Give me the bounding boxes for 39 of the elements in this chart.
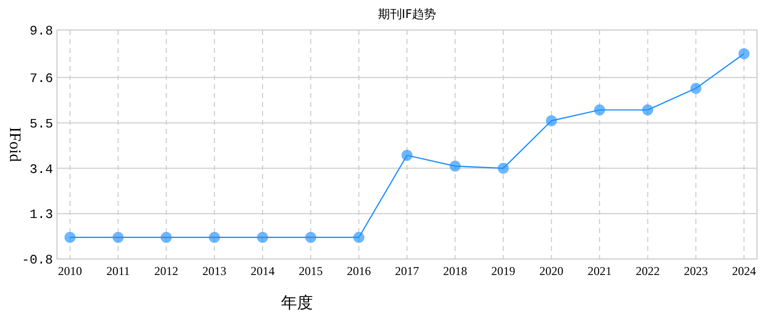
point — [738, 48, 750, 60]
point — [64, 232, 76, 243]
x-tick-label: 2023 — [684, 264, 708, 278]
x-tick-label: 2018 — [443, 264, 468, 278]
point — [112, 232, 124, 243]
x-tick-label: 2013 — [202, 264, 226, 278]
point — [642, 104, 654, 116]
point — [353, 232, 364, 243]
point — [402, 150, 412, 161]
x-tick-label: 2015 — [298, 264, 323, 278]
point — [498, 162, 509, 174]
y-axis-title: IFoid — [6, 127, 23, 162]
point — [546, 115, 557, 126]
y-tick-label: -0.8 — [22, 252, 53, 268]
x-tick-label: 2012 — [154, 264, 178, 278]
y-tick-label: 1.3 — [30, 207, 53, 222]
x-tick-label: 2017 — [395, 264, 419, 278]
point — [450, 160, 461, 172]
point — [160, 232, 172, 243]
chart-title: 期刊IF趋势 — [378, 7, 436, 21]
y-tick-label: 7.6 — [30, 71, 53, 86]
x-tick-label: 2010 — [58, 264, 82, 278]
x-tick-label: 2021 — [588, 264, 612, 278]
point — [690, 82, 702, 94]
x-tick-label: 2022 — [636, 264, 660, 278]
x-tick-label: 2019 — [491, 264, 516, 278]
x-tick-label: 2016 — [346, 264, 371, 278]
point — [208, 232, 220, 243]
x-tick-label: 2014 — [250, 264, 275, 278]
x-tick-label: 2011 — [106, 264, 130, 278]
y-tick-label: 5.5 — [30, 116, 53, 132]
y-tick-label: 9.8 — [30, 24, 53, 39]
point — [594, 104, 606, 116]
point — [305, 232, 316, 243]
x-tick-label: 2024 — [732, 264, 756, 278]
x-tick-label: 2020 — [539, 264, 564, 278]
x-axis-title: 年度 — [281, 293, 313, 312]
point — [257, 232, 268, 243]
y-tick-label: 3.4 — [30, 162, 54, 177]
